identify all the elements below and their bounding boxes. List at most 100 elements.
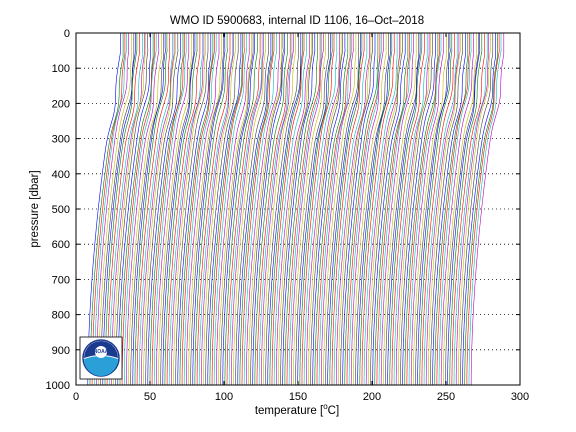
profile-line xyxy=(156,33,190,385)
x-tick-label: 100 xyxy=(215,391,233,403)
profile-line xyxy=(128,33,162,385)
profile-line xyxy=(186,33,220,385)
profile-line xyxy=(246,33,280,385)
profile-line xyxy=(87,33,121,385)
profile-line xyxy=(387,33,421,385)
profile-line xyxy=(102,33,136,385)
profile-line xyxy=(442,33,477,385)
profile-line xyxy=(226,33,261,385)
profile-line xyxy=(271,33,305,385)
profile-line xyxy=(98,33,132,385)
profile-line xyxy=(464,33,499,385)
profile-line xyxy=(389,33,423,385)
x-tick-label: 300 xyxy=(511,391,529,403)
profile-line xyxy=(209,33,243,385)
profile-line xyxy=(188,33,222,385)
profile-line xyxy=(211,33,245,385)
profile-line xyxy=(308,33,342,385)
profile-line xyxy=(260,33,294,385)
profile-line xyxy=(158,33,192,385)
y-tick-label: 500 xyxy=(52,204,70,216)
profile-line xyxy=(273,33,307,385)
y-tick-label: 600 xyxy=(52,239,70,251)
profile-line xyxy=(162,33,196,385)
profile-line xyxy=(89,33,124,385)
noaa-logo-gull xyxy=(95,346,107,358)
profile-line xyxy=(175,33,209,385)
profile-line xyxy=(91,33,126,385)
profile-line xyxy=(282,33,316,385)
profile-line xyxy=(357,33,391,385)
profile-line xyxy=(220,33,254,385)
profile-line xyxy=(383,33,417,385)
profile-line xyxy=(132,33,166,385)
profile-line xyxy=(393,33,428,385)
profile-line xyxy=(280,33,314,385)
x-ticks: 0 50 100 150 200 250 300 xyxy=(73,33,529,403)
profile-line xyxy=(173,33,206,385)
profile-line xyxy=(111,33,145,385)
profile-line xyxy=(113,33,147,385)
profile-line xyxy=(410,33,445,385)
profile-line xyxy=(121,33,155,385)
profile-line xyxy=(265,33,299,385)
profile-line xyxy=(353,33,387,385)
profile-line xyxy=(149,33,184,385)
profile-line xyxy=(297,33,332,385)
profile-line xyxy=(359,33,393,385)
profile-line xyxy=(222,33,255,385)
y-tick-label: 400 xyxy=(52,169,70,181)
profile-line xyxy=(190,33,224,385)
profile-line xyxy=(143,33,176,385)
profile-line xyxy=(196,33,231,385)
profile-line xyxy=(228,33,263,385)
profile-line xyxy=(374,33,409,385)
profile-line xyxy=(325,33,360,385)
profile-line xyxy=(303,33,338,385)
profile-line xyxy=(106,33,140,385)
profile-line xyxy=(310,33,343,385)
profile-line xyxy=(376,33,411,385)
profile-line xyxy=(453,33,488,385)
y-tick-label: 900 xyxy=(52,345,70,357)
noaa-logo-sea xyxy=(84,356,118,376)
profile-line xyxy=(355,33,390,385)
profile-line xyxy=(466,33,500,385)
profile-line xyxy=(134,33,168,385)
profile-line xyxy=(406,33,440,385)
x-axis-label-degree: o xyxy=(323,402,328,411)
profile-line xyxy=(425,33,460,385)
profile-line xyxy=(96,33,130,385)
noaa-logo: NOAA xyxy=(79,336,123,380)
profile-line xyxy=(278,33,312,385)
x-tick-label: 200 xyxy=(363,391,381,403)
profile-line xyxy=(449,33,483,385)
profile-line xyxy=(333,33,368,385)
profile-line xyxy=(314,33,349,385)
profile-line xyxy=(320,33,354,385)
profile-line xyxy=(413,33,447,385)
profile-line xyxy=(342,33,376,385)
profile-line xyxy=(378,33,412,385)
profile-line xyxy=(203,33,236,385)
profile-line xyxy=(145,33,179,385)
profile-line xyxy=(213,33,247,385)
profile-line xyxy=(136,33,171,385)
profile-line xyxy=(207,33,242,385)
profile-line xyxy=(286,33,321,385)
profile-line xyxy=(275,33,310,385)
profile-line xyxy=(147,33,181,385)
profile-line xyxy=(267,33,302,385)
profile-line xyxy=(233,33,266,385)
y-tick-label: 200 xyxy=(52,98,70,110)
profile-line xyxy=(462,33,496,385)
noaa-logo-text: NOAA xyxy=(94,349,109,355)
profile-line xyxy=(331,33,365,385)
profile-line xyxy=(216,33,250,385)
profiles xyxy=(87,33,505,385)
profile-line xyxy=(138,33,173,385)
plot-clip xyxy=(87,33,505,385)
y-tick-label: 700 xyxy=(52,274,70,286)
y-tick-label: 0 xyxy=(64,28,70,40)
